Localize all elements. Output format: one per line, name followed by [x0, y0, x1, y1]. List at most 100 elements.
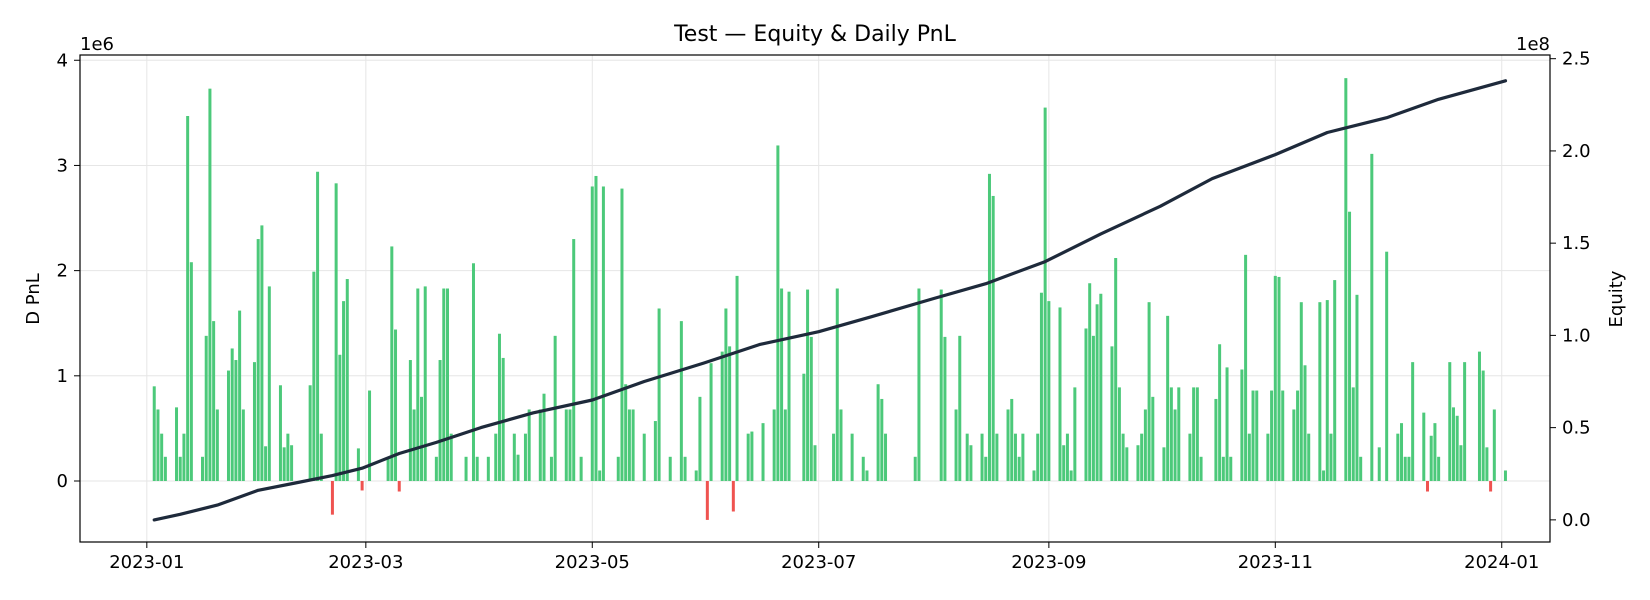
pnl-bar: [215, 409, 219, 481]
pnl-bar: [386, 458, 390, 481]
pnl-bar: [735, 275, 739, 481]
pnl-bar: [683, 456, 687, 481]
pnl-bar: [486, 456, 490, 481]
pnl-bar: [568, 409, 572, 481]
pnl-bar: [746, 433, 750, 481]
pnl-bar: [1010, 398, 1014, 481]
pnl-bar: [1247, 433, 1251, 481]
pnl-bar: [1117, 387, 1121, 481]
pnl-bar: [642, 433, 646, 481]
pnl-bar: [839, 409, 843, 481]
pnl-bar: [616, 456, 620, 481]
pnl-bar: [1333, 280, 1337, 481]
pnl-bar: [624, 384, 628, 481]
pnl-bar: [330, 480, 334, 515]
pnl-bar: [1225, 367, 1229, 481]
pnl-bar: [230, 348, 234, 481]
pnl-bar: [776, 145, 780, 481]
pnl-bar: [787, 291, 791, 481]
pnl-bar: [720, 351, 724, 481]
pnl-bar: [1377, 447, 1381, 481]
pnl-bar: [186, 116, 190, 481]
pnl-bar: [572, 239, 576, 481]
pnl-bar: [1344, 78, 1348, 481]
pnl-bar: [1307, 433, 1311, 481]
pnl-bar: [698, 396, 702, 481]
pnl-bar: [163, 456, 167, 481]
pnl-bar: [152, 386, 156, 481]
pnl-bar: [282, 447, 286, 481]
pnl-bar: [319, 433, 323, 481]
pnl-bar: [1162, 447, 1166, 481]
pnl-bar: [861, 456, 865, 481]
pnl-bar: [590, 186, 594, 481]
pnl-bar: [160, 433, 164, 481]
pnl-bar: [1062, 445, 1066, 481]
pnl-bar: [991, 195, 995, 481]
pnl-bar: [1121, 433, 1125, 481]
y2-tick-label: 1.5: [1562, 233, 1591, 254]
pnl-bar: [338, 354, 342, 481]
pnl-bar: [1147, 302, 1151, 481]
pnl-bar: [316, 171, 320, 481]
pnl-bar: [835, 288, 839, 481]
pnl-bar: [241, 409, 245, 481]
y2-tick-label: 0.0: [1562, 510, 1591, 531]
pnl-bar: [264, 446, 268, 481]
pnl-bar: [1032, 470, 1036, 481]
pnl-bar: [1503, 470, 1507, 481]
pnl-bar: [527, 409, 531, 481]
pnl-bar: [549, 456, 553, 481]
pnl-bar: [880, 398, 884, 481]
pnl-bar: [802, 373, 806, 481]
pnl-bar: [423, 286, 427, 481]
pnl-bar: [1407, 456, 1411, 481]
pnl-bar: [1047, 301, 1051, 481]
pnl-bar: [724, 308, 728, 481]
pnl-bar: [397, 480, 401, 492]
x-tick-label: 2023-01: [109, 552, 184, 573]
pnl-bar: [1069, 470, 1073, 481]
pnl-bar: [809, 336, 813, 481]
pnl-bar: [1299, 302, 1303, 481]
pnl-bar: [1433, 423, 1437, 481]
pnl-bar: [1039, 292, 1043, 481]
pnl-bar: [564, 409, 568, 481]
pnl-bar: [813, 445, 817, 481]
pnl-bar: [208, 88, 212, 481]
pnl-bar: [1385, 251, 1389, 481]
pnl-bar: [601, 186, 605, 481]
y-tick-label: 4: [57, 50, 68, 71]
pnl-bar: [408, 360, 412, 481]
pnl-bar: [1140, 433, 1144, 481]
pnl-bar: [1036, 433, 1040, 481]
pnl-bar: [212, 321, 216, 481]
pnl-bar: [694, 470, 698, 481]
pnl-bar: [1091, 335, 1095, 481]
pnl-bar: [475, 456, 479, 481]
pnl-bar: [1492, 409, 1496, 481]
pnl-bar: [709, 363, 713, 481]
pnl-bar: [631, 409, 635, 481]
pnl-bar: [1303, 365, 1307, 481]
x-tick-label: 2023-07: [781, 552, 856, 573]
pnl-bar: [412, 409, 416, 481]
pnl-bar: [1251, 390, 1255, 481]
pnl-bar: [494, 433, 498, 481]
pnl-bar: [1426, 480, 1429, 492]
pnl-bar: [884, 433, 888, 481]
pnl-bar: [969, 445, 973, 481]
pnl-bar: [965, 433, 969, 481]
pnl-bar: [360, 480, 364, 491]
pnl-bar: [538, 409, 542, 481]
pnl-bar: [1088, 283, 1092, 481]
pnl-bar: [267, 286, 271, 481]
y-tick-label: 0: [57, 471, 68, 492]
pnl-bar: [512, 433, 516, 481]
pnl-bar: [705, 480, 709, 520]
pnl-bar: [1481, 370, 1485, 481]
pnl-bar: [865, 470, 869, 481]
pnl-bar: [731, 480, 735, 512]
pnl-bar: [917, 288, 921, 481]
